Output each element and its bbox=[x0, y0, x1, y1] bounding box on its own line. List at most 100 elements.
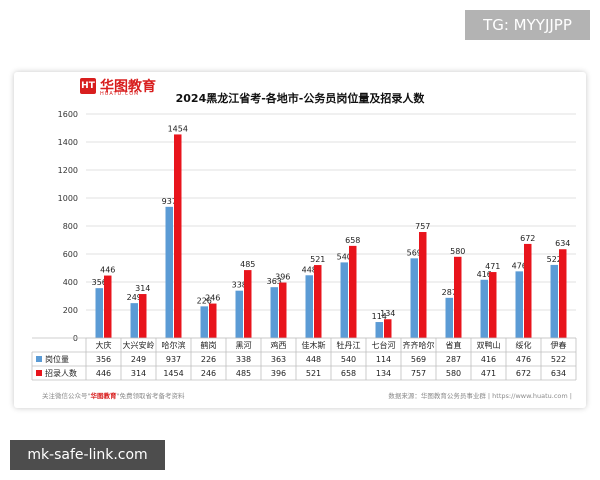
bar-positions bbox=[305, 275, 313, 338]
table-cell: 249 bbox=[131, 355, 146, 364]
table-cell: 416 bbox=[481, 355, 496, 364]
bar-recruits bbox=[174, 134, 182, 338]
data-label: 448 bbox=[302, 265, 317, 274]
y-tick-label: 200 bbox=[63, 306, 78, 315]
bar-positions bbox=[375, 322, 383, 338]
y-tick-label: 0 bbox=[73, 334, 78, 343]
bar-recruits bbox=[489, 272, 497, 338]
chart-title: 2024黑龙江省考-各地市-公务员岗位量及招录人数 bbox=[175, 92, 425, 105]
data-label: 226 bbox=[197, 296, 212, 305]
y-tick-label: 1400 bbox=[58, 138, 78, 147]
data-label: 471 bbox=[485, 262, 500, 271]
legend-label: 岗位量 bbox=[45, 354, 69, 364]
bar-chart: 0 200 400 600 800 1000 1200 1400 1600 356 249 937 22… bbox=[31, 110, 577, 381]
table-cell: 396 bbox=[271, 369, 286, 378]
bar-recruits bbox=[559, 249, 567, 338]
data-label: 338 bbox=[232, 281, 247, 290]
data-label: 134 bbox=[380, 309, 395, 318]
table-cell: 476 bbox=[516, 355, 531, 364]
bar-recruits bbox=[209, 303, 217, 338]
legend-swatch bbox=[36, 356, 42, 362]
x-category-label: 佳木斯 bbox=[302, 340, 326, 350]
footer-prefix: 关注微信公众号" bbox=[42, 392, 91, 400]
bar-positions bbox=[340, 262, 348, 338]
table-cell: 672 bbox=[516, 369, 531, 378]
bar-recruits bbox=[349, 245, 357, 338]
legend-swatch bbox=[36, 370, 42, 376]
x-category-label: 七台河 bbox=[372, 340, 396, 350]
table-cell: 471 bbox=[481, 369, 496, 378]
data-label: 634 bbox=[555, 239, 570, 248]
y-tick-label: 600 bbox=[63, 250, 78, 259]
data-label: 246 bbox=[205, 294, 220, 303]
legend-label: 招录人数 bbox=[45, 368, 77, 378]
data-label: 485 bbox=[240, 260, 255, 269]
x-category-label: 双鸭山 bbox=[477, 340, 501, 350]
data-label: 114 bbox=[372, 312, 387, 321]
table-cell: 658 bbox=[341, 369, 356, 378]
x-category-label: 哈尔滨 bbox=[162, 340, 186, 350]
bar-positions bbox=[165, 206, 173, 338]
bar-positions bbox=[200, 306, 208, 338]
table-cell: 314 bbox=[131, 369, 146, 378]
data-label: 356 bbox=[92, 278, 107, 287]
bar-positions bbox=[480, 279, 488, 338]
bar-positions bbox=[550, 264, 558, 338]
y-tick-label: 1200 bbox=[58, 166, 78, 175]
huatu-logo-icon: HT bbox=[80, 78, 96, 94]
table-cell: 448 bbox=[306, 355, 321, 364]
table-cell: 580 bbox=[446, 369, 461, 378]
watermark-badge-bottom: mk-safe-link.com bbox=[10, 440, 165, 470]
footer-left: 关注微信公众号"华图教育"免费领取省考备考资料 bbox=[42, 390, 185, 400]
huatu-logo: HT 华图教育 HUATU.COM bbox=[80, 76, 190, 98]
bar-recruits bbox=[419, 232, 427, 338]
x-category-label: 大兴安岭 bbox=[123, 340, 155, 350]
data-label: 540 bbox=[337, 252, 352, 261]
bar-recruits bbox=[244, 270, 252, 338]
footer-source: 数据来源：华图教育公务员事业群 | https://www.huatu.com … bbox=[388, 392, 572, 400]
chart-card: HT 华图教育 HUATU.COM 2024黑龙江省考-各地市-公务员岗位量及招… bbox=[14, 72, 586, 408]
x-category-label: 黑河 bbox=[236, 340, 252, 350]
data-label: 757 bbox=[415, 222, 430, 231]
table-cell: 485 bbox=[236, 369, 251, 378]
bar-recruits bbox=[454, 256, 462, 338]
data-label: 476 bbox=[512, 261, 527, 270]
data-label: 569 bbox=[407, 248, 422, 257]
table-cell: 522 bbox=[551, 355, 566, 364]
bar-positions bbox=[235, 290, 243, 338]
bar-recruits bbox=[314, 265, 322, 338]
x-category-label: 齐齐哈尔 bbox=[403, 340, 435, 350]
data-label: 287 bbox=[442, 288, 457, 297]
data-label: 1454 bbox=[168, 124, 188, 133]
table-cell: 363 bbox=[271, 355, 286, 364]
bar-recruits bbox=[279, 282, 287, 338]
data-label: 396 bbox=[275, 273, 290, 282]
logo-name: 华图教育 bbox=[100, 79, 156, 95]
table-cell: 356 bbox=[96, 355, 111, 364]
y-tick-label: 1600 bbox=[58, 110, 78, 119]
table-cell: 287 bbox=[446, 355, 461, 364]
bar-positions bbox=[515, 271, 523, 338]
table-cell: 634 bbox=[551, 369, 566, 378]
table-cell: 114 bbox=[376, 355, 391, 364]
bar-recruits bbox=[384, 319, 392, 338]
footer-suffix: "免费领取省考备考资料 bbox=[116, 392, 185, 400]
data-label: 521 bbox=[310, 255, 325, 264]
bar-recruits bbox=[139, 294, 147, 338]
table-cell: 446 bbox=[96, 369, 111, 378]
bar-positions bbox=[95, 288, 103, 338]
table-cell: 134 bbox=[376, 369, 391, 378]
table-cell: 569 bbox=[411, 355, 426, 364]
x-category-label: 大庆 bbox=[96, 340, 112, 350]
x-category-label: 绥化 bbox=[516, 340, 532, 350]
x-category-label: 省直 bbox=[446, 340, 462, 350]
bar-positions bbox=[410, 258, 418, 338]
data-label: 363 bbox=[267, 277, 282, 286]
bar-recruits bbox=[524, 243, 532, 338]
table-cell: 1454 bbox=[163, 369, 183, 378]
data-label: 249 bbox=[127, 293, 142, 302]
data-label: 522 bbox=[547, 255, 562, 264]
y-tick-label: 800 bbox=[63, 222, 78, 231]
data-label: 937 bbox=[162, 197, 177, 206]
x-category-label: 鸡西 bbox=[271, 340, 287, 350]
